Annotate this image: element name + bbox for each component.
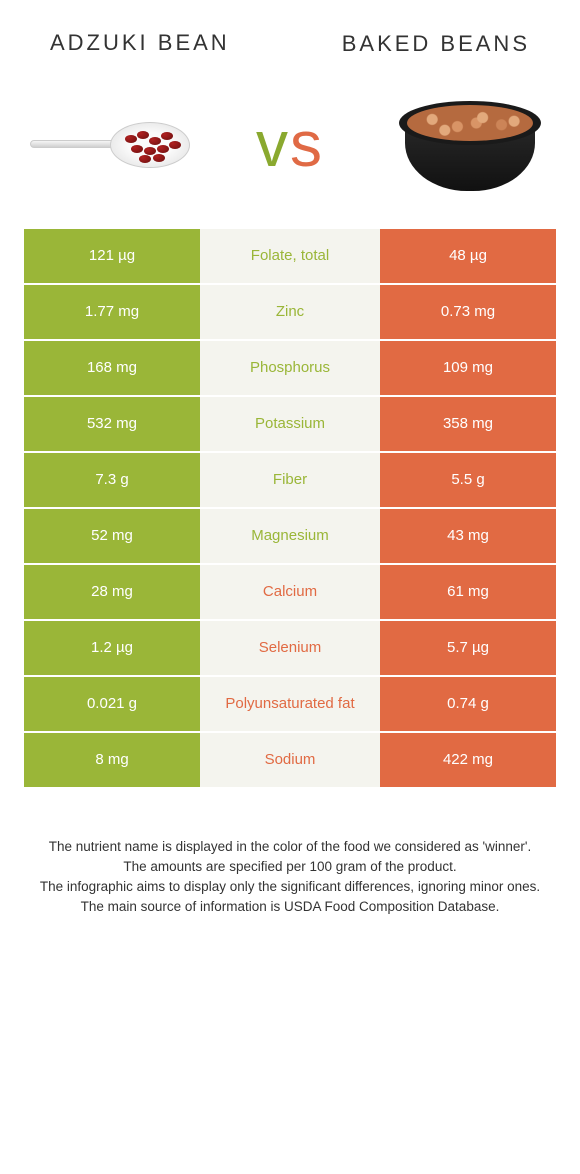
vs-row: vs	[0, 69, 580, 229]
nutrient-label: Fiber	[200, 453, 380, 509]
right-value: 61 mg	[380, 565, 556, 621]
nutrient-label: Selenium	[200, 621, 380, 677]
table-row: 168 mgPhosphorus109 mg	[24, 341, 556, 397]
table-row: 52 mgMagnesium43 mg	[24, 509, 556, 565]
table-row: 1.77 mgZinc0.73 mg	[24, 285, 556, 341]
right-value: 5.7 µg	[380, 621, 556, 677]
nutrient-label: Sodium	[200, 733, 380, 789]
left-value: 8 mg	[24, 733, 200, 789]
left-value: 121 µg	[24, 229, 200, 285]
left-value: 28 mg	[24, 565, 200, 621]
nutrient-label: Calcium	[200, 565, 380, 621]
left-value: 1.77 mg	[24, 285, 200, 341]
title-left: Adzuki bean	[50, 30, 230, 56]
left-value: 7.3 g	[24, 453, 200, 509]
footer-line: The main source of information is USDA F…	[36, 897, 544, 917]
title-right: baked beans	[342, 30, 530, 59]
right-value: 422 mg	[380, 733, 556, 789]
right-value: 0.73 mg	[380, 285, 556, 341]
adzuki-bean-image	[30, 89, 190, 199]
table-row: 7.3 gFiber5.5 g	[24, 453, 556, 509]
footer-line: The amounts are specified per 100 gram o…	[36, 857, 544, 877]
nutrient-label: Polyunsaturated fat	[200, 677, 380, 733]
right-value: 0.74 g	[380, 677, 556, 733]
table-row: 0.021 gPolyunsaturated fat0.74 g	[24, 677, 556, 733]
nutrient-table: 121 µgFolate, total48 µg1.77 mgZinc0.73 …	[24, 229, 556, 789]
footer-line: The nutrient name is displayed in the co…	[36, 837, 544, 857]
left-value: 168 mg	[24, 341, 200, 397]
nutrient-label: Zinc	[200, 285, 380, 341]
left-value: 1.2 µg	[24, 621, 200, 677]
right-value: 109 mg	[380, 341, 556, 397]
left-value: 532 mg	[24, 397, 200, 453]
table-row: 28 mgCalcium61 mg	[24, 565, 556, 621]
vs-label: vs	[256, 112, 324, 176]
nutrient-label: Folate, total	[200, 229, 380, 285]
left-value: 52 mg	[24, 509, 200, 565]
table-row: 8 mgSodium422 mg	[24, 733, 556, 789]
nutrient-label: Magnesium	[200, 509, 380, 565]
right-value: 5.5 g	[380, 453, 556, 509]
footer-line: The infographic aims to display only the…	[36, 877, 544, 897]
left-value: 0.021 g	[24, 677, 200, 733]
table-row: 1.2 µgSelenium5.7 µg	[24, 621, 556, 677]
header: Adzuki bean baked beans	[0, 0, 580, 69]
right-value: 358 mg	[380, 397, 556, 453]
table-row: 532 mgPotassium358 mg	[24, 397, 556, 453]
right-value: 48 µg	[380, 229, 556, 285]
footer-notes: The nutrient name is displayed in the co…	[0, 789, 580, 918]
table-row: 121 µgFolate, total48 µg	[24, 229, 556, 285]
baked-beans-image	[390, 89, 550, 199]
nutrient-label: Phosphorus	[200, 341, 380, 397]
right-value: 43 mg	[380, 509, 556, 565]
nutrient-label: Potassium	[200, 397, 380, 453]
